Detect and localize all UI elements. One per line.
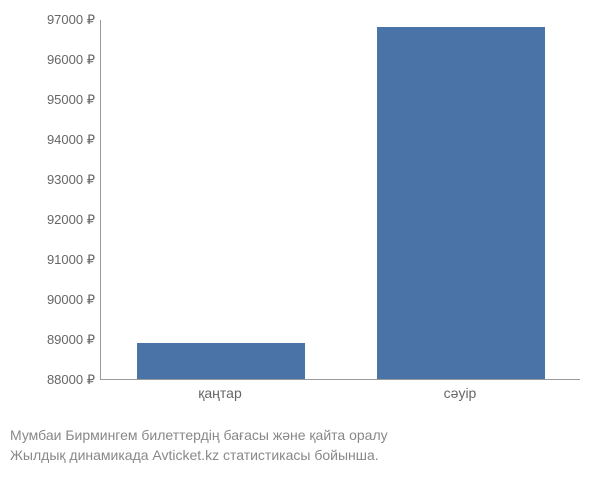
x-axis: қаңтар сәуір: [100, 385, 580, 410]
y-tick-label: 88000 ₽: [47, 372, 95, 388]
y-tick-label: 95000 ₽: [47, 92, 95, 108]
y-tick-label: 92000 ₽: [47, 212, 95, 228]
y-tick-label: 90000 ₽: [47, 292, 95, 308]
y-tick-label: 91000 ₽: [47, 252, 95, 268]
y-tick-label: 94000 ₽: [47, 132, 95, 148]
y-axis: 88000 ₽89000 ₽90000 ₽91000 ₽92000 ₽93000…: [0, 20, 95, 380]
bar: [137, 343, 305, 379]
y-tick-label: 89000 ₽: [47, 332, 95, 348]
x-tick-label: сәуір: [444, 385, 477, 401]
chart-container: 88000 ₽ 89000 ₽ 90000 ₽ 91000 ₽ 92000 ₽ 93000…: [0, 0, 600, 500]
y-tick-label: 96000 ₽: [47, 52, 95, 68]
bar: [377, 27, 545, 379]
caption-line-2: Жылдық динамикада Avticket.kz статистика…: [10, 445, 388, 465]
plot-area: [100, 20, 580, 380]
caption-line-1: Мумбаи Бирмингем билеттердің бағасы және…: [10, 425, 388, 445]
y-tick-label: 93000 ₽: [47, 172, 95, 188]
x-tick-label: қаңтар: [198, 385, 241, 401]
y-tick-label: 97000 ₽: [47, 12, 95, 28]
chart-caption: Мумбаи Бирмингем билеттердің бағасы және…: [10, 425, 388, 466]
